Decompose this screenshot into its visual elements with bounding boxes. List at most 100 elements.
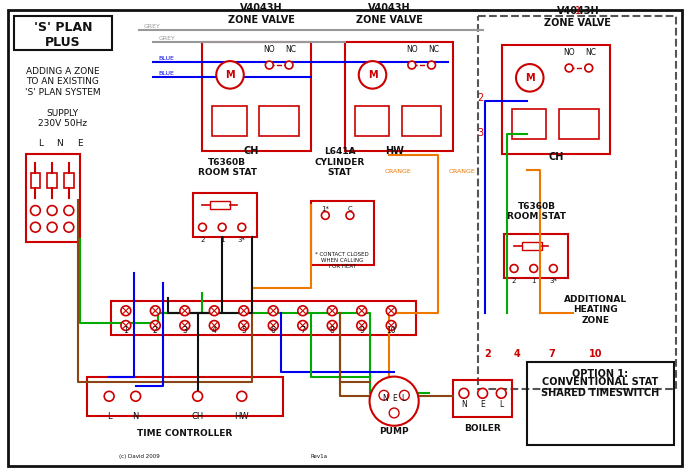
Circle shape: [266, 61, 273, 69]
Circle shape: [239, 306, 248, 316]
Bar: [527, 362, 674, 446]
Bar: [14, 16, 112, 51]
Text: N: N: [132, 412, 139, 421]
Bar: [502, 45, 611, 154]
Circle shape: [47, 222, 57, 232]
Circle shape: [268, 321, 278, 330]
Text: NO: NO: [563, 48, 575, 57]
Text: C: C: [348, 205, 353, 212]
Text: 10: 10: [589, 349, 602, 359]
Text: HW: HW: [235, 412, 249, 421]
Text: L: L: [107, 412, 112, 421]
Circle shape: [193, 391, 202, 401]
Bar: [64, 173, 74, 188]
Text: L: L: [38, 139, 43, 147]
Text: L: L: [401, 394, 405, 403]
Text: ORANGE: ORANGE: [448, 169, 475, 174]
Text: NC: NC: [286, 45, 297, 54]
Text: V4043H
ZONE VALVE: V4043H ZONE VALVE: [356, 3, 423, 25]
Circle shape: [477, 388, 488, 398]
Text: GREY: GREY: [158, 37, 175, 42]
Bar: [259, 106, 299, 136]
Circle shape: [30, 205, 40, 215]
Bar: [504, 234, 568, 278]
Text: 1: 1: [531, 278, 536, 284]
Text: 4: 4: [513, 349, 520, 359]
Text: M: M: [225, 70, 235, 80]
Circle shape: [327, 306, 337, 316]
Text: 'S' PLAN
PLUS: 'S' PLAN PLUS: [34, 21, 92, 49]
Bar: [310, 201, 375, 264]
Text: E: E: [480, 400, 485, 409]
Circle shape: [370, 377, 419, 426]
Text: E: E: [77, 139, 83, 147]
Bar: [86, 377, 283, 416]
Circle shape: [530, 264, 538, 272]
Text: 6: 6: [270, 326, 276, 336]
Text: M: M: [368, 70, 377, 80]
Text: 8: 8: [330, 326, 335, 336]
Text: CH: CH: [549, 153, 564, 162]
Circle shape: [218, 223, 226, 231]
Text: ORANGE: ORANGE: [384, 169, 411, 174]
Bar: [402, 106, 442, 136]
Circle shape: [400, 390, 409, 400]
Text: BLUE: BLUE: [158, 56, 174, 61]
Circle shape: [121, 321, 130, 330]
Circle shape: [104, 391, 114, 401]
Circle shape: [327, 321, 337, 330]
Circle shape: [209, 306, 219, 316]
Text: L: L: [499, 400, 504, 409]
Bar: [202, 43, 310, 151]
Text: 2: 2: [477, 94, 484, 103]
Circle shape: [359, 61, 386, 88]
Circle shape: [298, 306, 308, 316]
Bar: [345, 43, 453, 151]
Text: 2: 2: [153, 326, 158, 336]
Circle shape: [298, 321, 308, 330]
Bar: [453, 380, 512, 417]
Circle shape: [150, 321, 160, 330]
Circle shape: [322, 212, 329, 219]
Text: * CONTACT CLOSED
WHEN CALLING
FOR HEAT: * CONTACT CLOSED WHEN CALLING FOR HEAT: [315, 252, 369, 269]
Bar: [560, 110, 598, 139]
Text: CONVENTIONAL STAT
SHARED TIMESWITCH: CONVENTIONAL STAT SHARED TIMESWITCH: [542, 377, 660, 398]
Circle shape: [121, 306, 130, 316]
Circle shape: [64, 205, 74, 215]
Circle shape: [357, 321, 366, 330]
Text: L641A
CYLINDER
STAT: L641A CYLINDER STAT: [315, 147, 365, 177]
Circle shape: [549, 264, 558, 272]
Circle shape: [389, 408, 399, 418]
Text: 3: 3: [182, 326, 187, 336]
Circle shape: [150, 306, 160, 316]
Circle shape: [209, 321, 219, 330]
Text: 3*: 3*: [549, 278, 558, 284]
Text: 3*: 3*: [238, 237, 246, 243]
Text: CH: CH: [191, 412, 204, 421]
Circle shape: [238, 223, 246, 231]
Text: 7: 7: [548, 349, 555, 359]
Bar: [26, 154, 79, 242]
Text: CH: CH: [244, 146, 259, 155]
Text: 3: 3: [477, 128, 484, 138]
Text: NC: NC: [428, 45, 439, 54]
Circle shape: [285, 61, 293, 69]
Text: OPTION 1:: OPTION 1:: [573, 369, 629, 379]
Text: 1: 1: [220, 237, 224, 243]
Bar: [30, 173, 40, 188]
Bar: [47, 173, 57, 188]
Text: SUPPLY
230V 50Hz: SUPPLY 230V 50Hz: [39, 109, 88, 128]
Text: Rev1a: Rev1a: [310, 454, 328, 459]
Text: BOILER: BOILER: [464, 424, 501, 432]
Bar: [522, 242, 542, 250]
Circle shape: [516, 64, 544, 92]
Text: 1*: 1*: [322, 205, 329, 212]
Text: 5: 5: [241, 326, 246, 336]
Bar: [355, 106, 389, 136]
Bar: [111, 301, 416, 336]
Text: (c) David 2009: (c) David 2009: [119, 454, 159, 459]
Circle shape: [180, 306, 190, 316]
Circle shape: [216, 61, 244, 88]
Circle shape: [47, 205, 57, 215]
Text: GREY: GREY: [144, 24, 160, 29]
